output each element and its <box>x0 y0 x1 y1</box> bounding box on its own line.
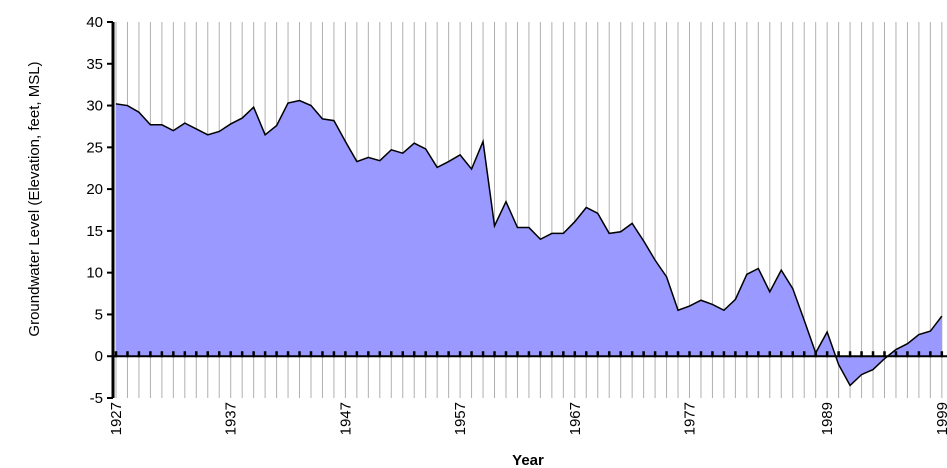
line <box>115 99 943 387</box>
x-tick-label: 1999 <box>934 402 947 435</box>
y-axis-title: Groundwater Level (Elevation, feet, MSL) <box>26 61 43 337</box>
y-tick-label: 5 <box>95 306 103 323</box>
y-tick-label: 25 <box>86 139 103 156</box>
y-tick-label: 35 <box>86 56 103 73</box>
x-tick-label: 1937 <box>223 402 240 435</box>
area <box>116 100 942 386</box>
x-tick-label: 1957 <box>452 402 469 435</box>
y-tick-label: 0 <box>95 348 103 365</box>
x-tick-label: 1977 <box>682 402 699 435</box>
y-tick-label: 10 <box>86 265 103 282</box>
x-tick-label: 1989 <box>819 402 836 435</box>
y-tick-label: 30 <box>86 98 103 115</box>
x-axis-title: Year <box>512 452 544 468</box>
y-tick-label: -5 <box>90 390 103 407</box>
y-tick-label: 15 <box>86 223 103 240</box>
x-tick-label: 1927 <box>108 402 125 435</box>
x-tick-label: 1967 <box>567 402 584 435</box>
y-tick-label: 20 <box>86 181 103 198</box>
y-tick-label: 40 <box>86 14 103 31</box>
x-tick-label: 1947 <box>337 402 354 435</box>
